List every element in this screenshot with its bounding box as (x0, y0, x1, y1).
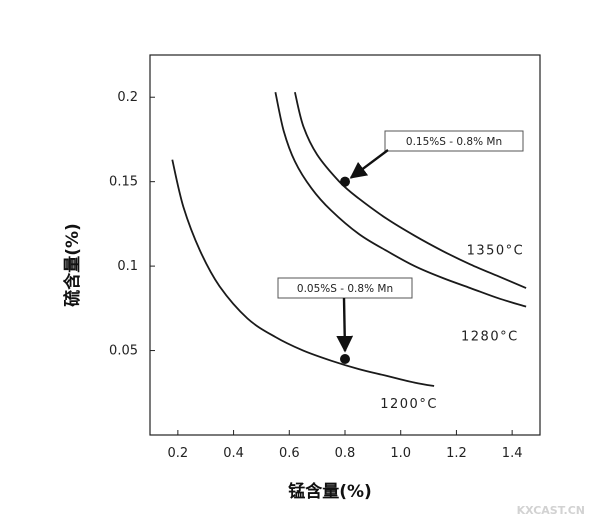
watermark: KXCAST.CN (517, 504, 585, 517)
series-line-1 (274, 92, 527, 308)
x-tick-label: 1.0 (390, 446, 411, 461)
callout-box-0 (384, 130, 524, 152)
series-line-2 (294, 91, 527, 289)
callout-label-0: 0.15%S - 0.8% Mn (406, 136, 502, 148)
data-point-0 (340, 176, 350, 187)
y-axis-title: 硫含量(%) (62, 223, 83, 307)
callout-arrow-0 (349, 149, 389, 179)
curve-label-1: 1280°C (461, 329, 519, 344)
x-tick-label: 0.2 (168, 446, 189, 461)
x-axis-title: 锰含量(%) (288, 481, 372, 502)
x-tick-label: 0.4 (223, 446, 244, 461)
curves (171, 91, 527, 387)
callout-label-1: 0.05%S - 0.8% Mn (297, 283, 393, 295)
curve-label-2: 1350°C (467, 243, 525, 258)
x-tick-label: 0.8 (335, 446, 356, 461)
y-tick-label: 0.05 (109, 344, 138, 359)
y-tick-label: 0.1 (117, 259, 138, 274)
x-tick-label: 1.4 (502, 446, 523, 461)
data-point-1 (340, 354, 350, 364)
annotations: 0.15%S - 0.8% Mn 0.05%S - 0.8% Mn (277, 130, 524, 364)
series-line-0 (171, 159, 435, 387)
x-axis-ticks: 0.2 0.4 0.6 0.8 1.0 1.2 1.4 (168, 430, 523, 461)
curve-label-0: 1200°C (380, 397, 438, 412)
x-tick-label: 0.6 (279, 446, 300, 461)
y-tick-label: 0.15 (109, 175, 138, 190)
callout-arrow-1 (336, 297, 354, 353)
curve-labels: 1200°C 1280°C 1350°C (380, 243, 525, 412)
x-tick-label: 1.2 (446, 446, 467, 461)
y-axis-ticks: 0.05 0.1 0.15 0.2 (109, 90, 155, 359)
y-tick-label: 0.2 (117, 90, 138, 105)
